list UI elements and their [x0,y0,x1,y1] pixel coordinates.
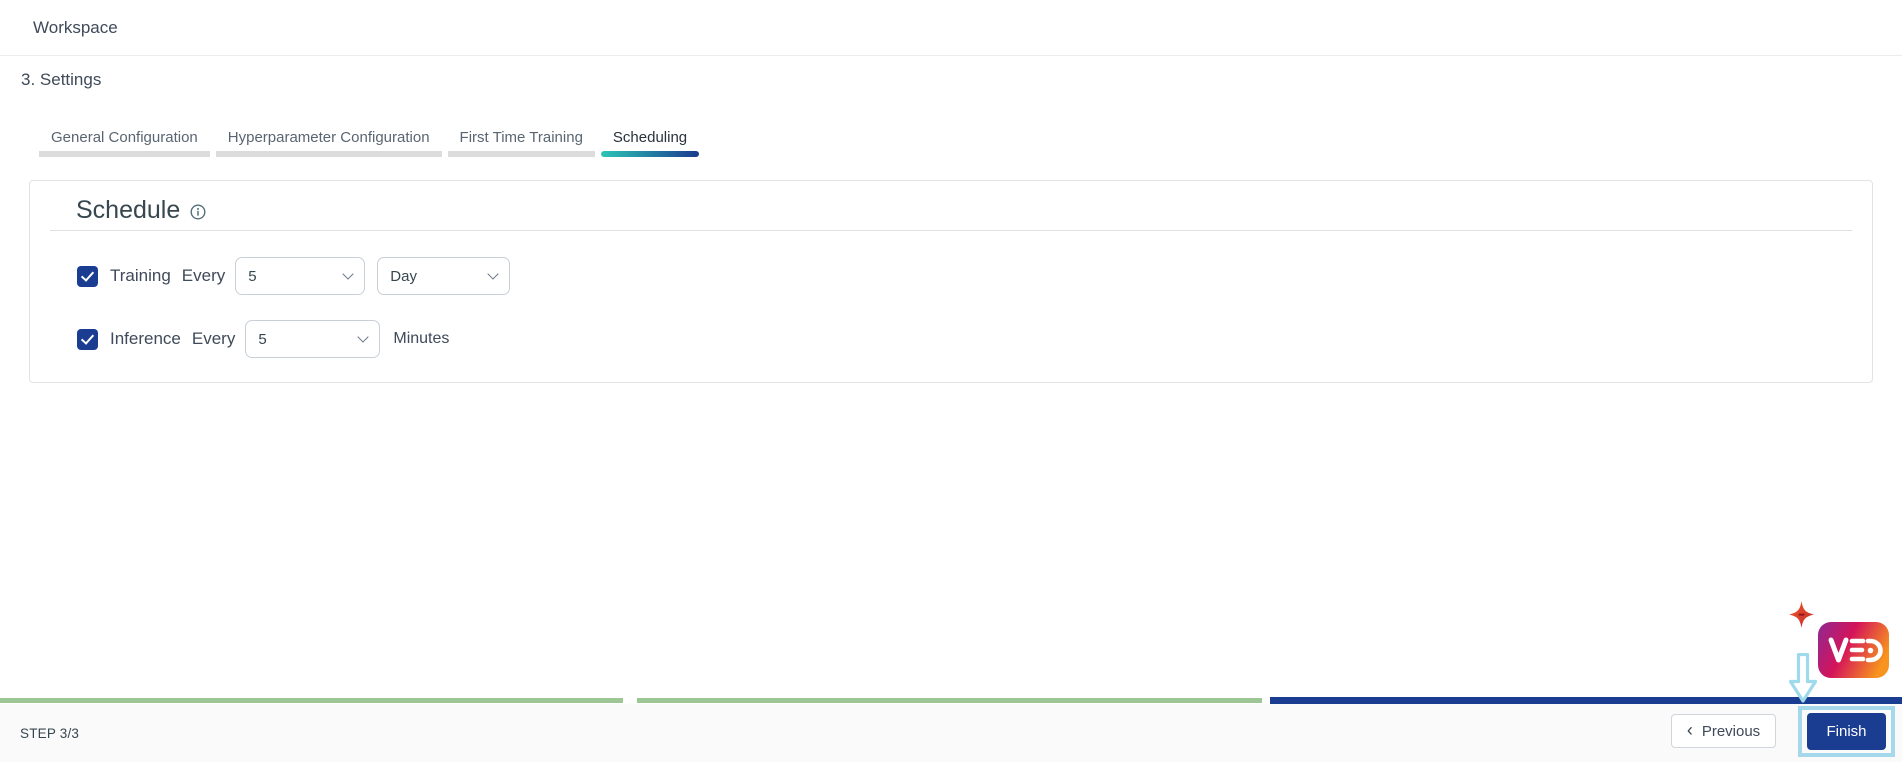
finish-button[interactable]: Finish [1807,713,1886,750]
tab-active-underline [600,151,700,157]
training-every-label: Every [181,266,226,285]
card-divider [50,230,1852,231]
tab-hyperparameter-configuration[interactable]: Hyperparameter Configuration [215,128,442,157]
inference-schedule-row: Inference Every 5 Minutes [77,320,449,358]
header-bar: Workspace [0,0,1902,56]
tab-underline [215,151,442,157]
training-interval-select[interactable]: 5 [235,257,366,295]
chevron-down-icon [487,268,499,280]
schedule-card: Schedule Training Every 5 Day [29,180,1873,383]
step-indicator: STEP 3/3 [20,726,80,741]
tab-general-configuration[interactable]: General Configuration [39,128,210,157]
schedule-title: Schedule [76,196,181,224]
chevron-down-icon [357,331,370,343]
chevron-left-icon: ‹ [1686,720,1693,740]
training-unit-select[interactable]: Day [377,257,511,295]
inference-checkbox[interactable] [77,328,98,350]
info-icon[interactable] [190,203,206,220]
tab-underline [39,151,210,157]
finish-button-highlight: Finish [1798,706,1895,757]
tab-scheduling[interactable]: Scheduling [600,128,700,157]
tab-first-time-training[interactable]: First Time Training [447,128,595,157]
schedule-card-header: Schedule [30,181,1872,225]
down-arrow-annotation-icon [1789,653,1817,703]
chevron-down-icon [342,268,354,280]
settings-tab-bar: General Configuration Hyperparameter Con… [36,128,702,157]
progress-segment-1 [0,698,623,703]
step-section-title: 3. Settings [21,70,102,89]
sparkle-icon [1789,601,1814,628]
training-checkbox[interactable] [77,265,98,287]
progress-segment-2 [637,698,1262,703]
progress-segment-3 [1270,697,1902,704]
ved-logo [1818,622,1889,678]
wizard-progress-bar [0,697,1902,704]
tab-underline [447,151,595,157]
previous-button[interactable]: ‹ Previous [1671,714,1776,748]
training-label: Training [110,266,171,285]
wizard-footer: STEP 3/3 ‹ Previous Finish [0,704,1902,762]
inference-every-label: Every [191,329,236,348]
inference-interval-select[interactable]: 5 [245,320,381,358]
page-title: Workspace [33,17,118,37]
inference-unit-label: Minutes [393,330,450,347]
inference-label: Inference [110,329,181,348]
training-schedule-row: Training Every 5 Day [77,257,511,295]
